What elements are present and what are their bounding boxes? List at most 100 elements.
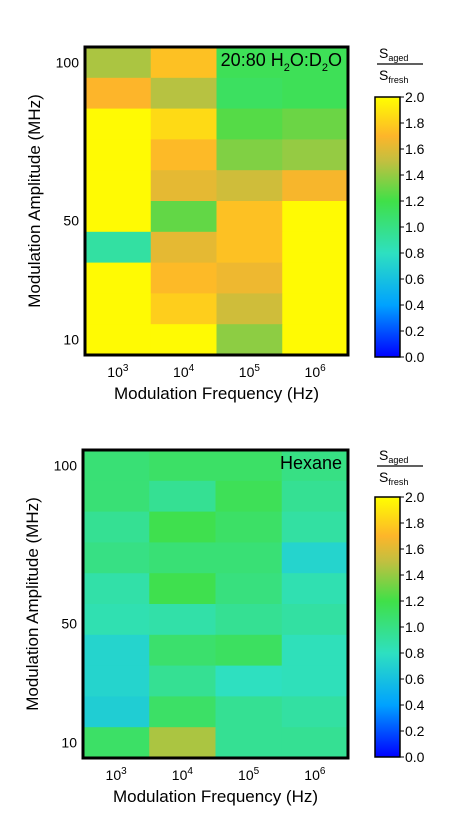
heatmap-cell <box>216 324 283 356</box>
y-tick-label: 50 <box>63 212 79 228</box>
colorbar-tick-label: 0.8 <box>405 645 425 661</box>
heatmap-cell <box>215 542 283 574</box>
heatmap-cell <box>150 293 218 325</box>
heatmap-cell <box>150 262 218 294</box>
colorbar-tick-label: 0.2 <box>405 723 425 739</box>
heatmap-cell <box>149 450 217 482</box>
x-axis-label: Modulation Frequency (Hz) <box>113 787 318 806</box>
heatmap-cell <box>83 727 150 759</box>
heatmap-cell <box>149 727 217 759</box>
heatmap-cell <box>83 573 150 605</box>
heatmap-cell <box>85 139 152 171</box>
heatmap-cell <box>149 573 217 605</box>
heatmap-cell <box>150 324 218 356</box>
heatmap-cell <box>85 231 152 264</box>
heatmap-cell <box>282 262 349 294</box>
heatmap-cell <box>281 727 349 759</box>
heatmap-cell <box>216 77 283 110</box>
heatmap-panel-2: Hexane 100 50 10 103 104 105 106 Modulation Freq… <box>23 447 425 806</box>
heatmap-cell <box>150 139 218 171</box>
heatmap-cell <box>85 201 152 233</box>
heatmap-cell <box>83 634 150 667</box>
heatmap-cell <box>216 293 283 325</box>
heatmap-cell <box>215 727 283 759</box>
heatmap-cell <box>85 324 152 356</box>
heatmap-cell <box>216 170 283 202</box>
heatmap-cell <box>83 665 150 697</box>
colorbar-tick-label: 1.4 <box>405 567 425 583</box>
heatmap-cell <box>150 231 218 264</box>
colorbar <box>374 96 401 358</box>
heatmap-cell <box>83 542 150 574</box>
y-tick-label: 50 <box>61 615 77 631</box>
colorbar-tick-label: 0.4 <box>405 297 425 313</box>
x-axis-label: Modulation Frequency (Hz) <box>114 384 319 403</box>
heatmap-cell <box>85 262 152 294</box>
panel-annotation: 20:80 H2O:D2O <box>221 50 342 74</box>
heatmap-cell <box>215 480 283 513</box>
heatmap-cell <box>85 47 152 79</box>
heatmap-cell <box>282 47 349 79</box>
heatmap-cell <box>150 47 218 79</box>
colorbar-tick-label: 1.2 <box>405 593 425 609</box>
heatmap-cell <box>85 77 152 110</box>
heatmap-cell <box>149 604 217 636</box>
heatmap-cell <box>216 47 283 79</box>
y-axis-label: Modulation Amplitude (MHz) <box>23 497 42 711</box>
x-tick-label: 106 <box>305 363 327 380</box>
colorbar-tick-label: 1.6 <box>405 541 425 557</box>
heatmap-cell <box>281 634 349 667</box>
y-tick-label: 100 <box>56 54 80 70</box>
heatmap-cell <box>150 108 218 140</box>
heatmap-cell <box>282 108 349 140</box>
colorbar-tick-label: 1.0 <box>405 219 425 235</box>
heatmap-cell <box>282 170 349 202</box>
colorbar-label-denominator: Sfresh <box>379 469 408 487</box>
heatmap-cell <box>282 77 349 110</box>
heatmap-cell <box>281 665 349 697</box>
x-tick-label: 103 <box>107 363 129 380</box>
colorbar-tick-label: 0.6 <box>405 271 425 287</box>
colorbar <box>374 496 401 758</box>
heatmap-cell <box>85 170 152 202</box>
x-tick-label: 103 <box>106 766 128 783</box>
heatmap-cell <box>216 108 283 140</box>
y-tick-label: 10 <box>63 332 79 348</box>
heatmap-cell <box>83 450 150 482</box>
heatmap-cell <box>83 696 150 728</box>
heatmap-cell <box>83 511 150 543</box>
heatmap-cell <box>215 573 283 605</box>
heatmap-cell <box>281 542 349 574</box>
heatmap-cell <box>282 231 349 264</box>
heatmap-cell <box>149 665 217 697</box>
x-tick-label: 106 <box>304 766 326 783</box>
heatmap-cell <box>83 604 150 636</box>
colorbar-tick-label: 1.4 <box>405 167 425 183</box>
heatmap-cell <box>216 231 283 264</box>
heatmap-cell <box>150 77 218 110</box>
heatmap-cell <box>149 696 217 728</box>
heatmap-cell <box>281 480 349 513</box>
colorbar-tick-label: 1.6 <box>405 141 425 157</box>
colorbar-tick-label: 0.6 <box>405 671 425 687</box>
heatmap-cell <box>216 201 283 233</box>
heatmap-cell <box>149 634 217 667</box>
heatmap-cell <box>149 480 217 513</box>
colorbar-label-numerator: Saged <box>379 447 408 465</box>
x-tick-label: 104 <box>173 363 195 380</box>
heatmap-cell <box>282 201 349 233</box>
heatmap-cell <box>281 450 349 482</box>
heatmap-cell <box>215 450 283 482</box>
heatmap-cell <box>215 511 283 543</box>
colorbar-tick-label: 2.0 <box>405 89 425 105</box>
colorbar-label-denominator: Sfresh <box>379 67 408 85</box>
x-tick-label: 105 <box>239 363 261 380</box>
heatmap-panel-1: 20:80 H2O:D2O 100 50 10 103 104 105 106 Modulati… <box>25 45 425 403</box>
x-tick-label: 105 <box>238 766 260 783</box>
heatmap-cell <box>85 108 152 140</box>
heatmap-cell <box>149 542 217 574</box>
colorbar-tick-label: 2.0 <box>405 489 425 505</box>
colorbar-tick-label: 0.0 <box>405 349 425 365</box>
y-axis-label: Modulation Amplitude (MHz) <box>25 94 44 308</box>
colorbar-tick-label: 1.8 <box>405 115 425 131</box>
